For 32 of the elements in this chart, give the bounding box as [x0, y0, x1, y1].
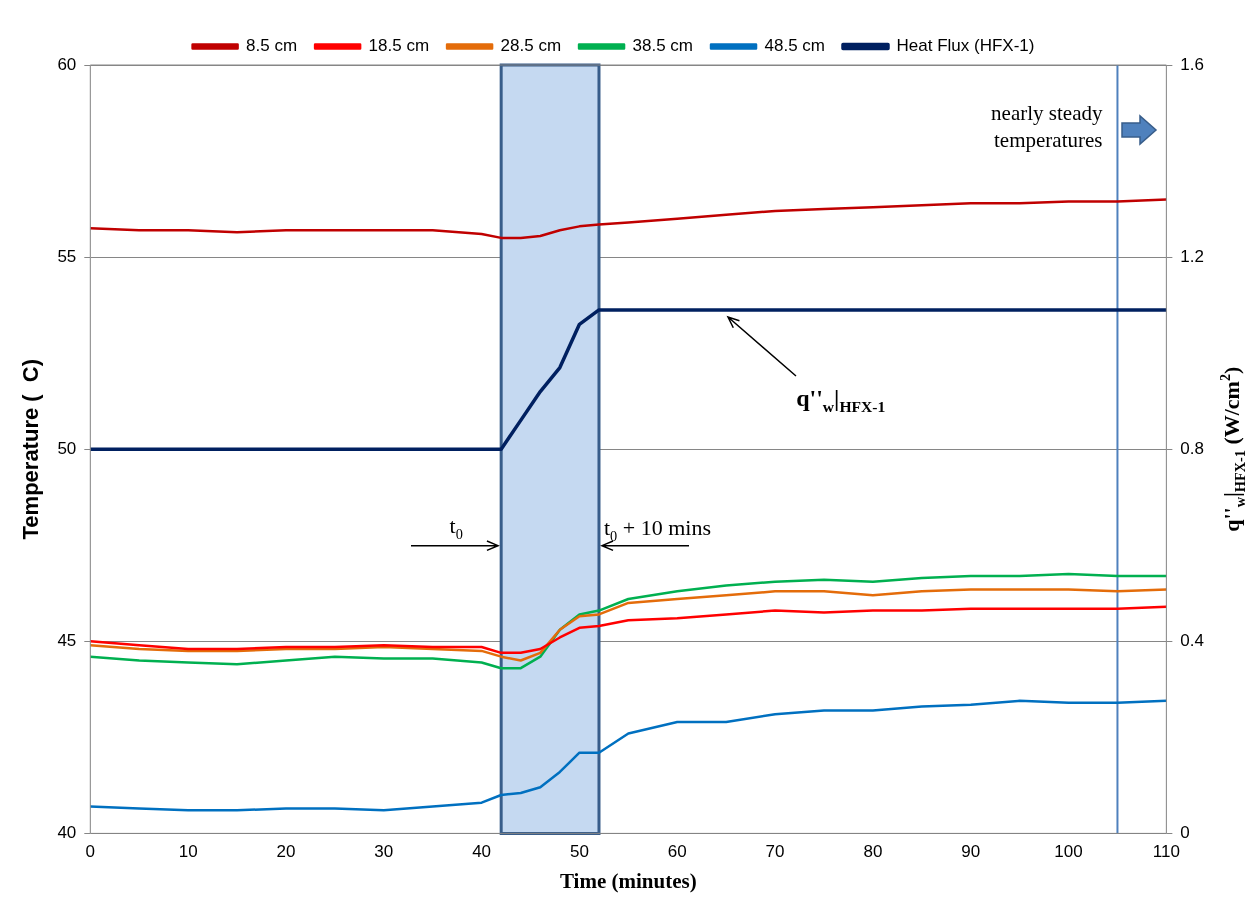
- legend-label: 28.5 cm: [500, 36, 562, 56]
- x-tick-label: 60: [667, 842, 687, 862]
- legend-label: 8.5 cm: [246, 36, 298, 56]
- legend-label: Heat Flux (HFX-1): [896, 36, 1035, 56]
- x-tick-label: 20: [276, 842, 296, 862]
- y2-tick-label: 1.2: [1180, 246, 1205, 266]
- y-tick-label: 55: [57, 246, 77, 266]
- legend-label: 48.5 cm: [764, 36, 826, 56]
- y-tick-label: 45: [57, 630, 77, 650]
- y-tick-label: 40: [57, 823, 77, 843]
- x-tick-label: 90: [961, 842, 981, 862]
- legend-label: 38.5 cm: [632, 36, 694, 56]
- x-tick-label: 70: [765, 842, 785, 862]
- y-axis-title: Temperature ( C): [18, 358, 44, 540]
- legend-label: 18.5 cm: [368, 36, 430, 56]
- x-tick-label: 110: [1152, 842, 1180, 862]
- x-tick-label: 0: [85, 842, 96, 862]
- y-tick-label: 50: [57, 438, 77, 458]
- x-tick-label: 10: [178, 842, 198, 862]
- x-tick-label: 80: [863, 842, 883, 862]
- y-tick-label: 60: [57, 54, 77, 74]
- ref-line-label: nearly steady temperatures: [991, 101, 1103, 152]
- y2-tick-label: 0.8: [1180, 438, 1205, 458]
- x-tick-label: 100: [1054, 842, 1083, 862]
- y2-tick-label: 0.4: [1180, 630, 1205, 650]
- x-tick-label: 30: [374, 842, 394, 862]
- x-axis-title: Time (minutes): [559, 868, 697, 893]
- y2-tick-label: 0: [1180, 823, 1190, 843]
- x-tick-label: 40: [472, 842, 492, 862]
- y2-axis-title: q''w|HFX-1 (W/cm2): [1217, 366, 1248, 532]
- x-tick-label: 50: [569, 842, 589, 862]
- y2-tick-label: 1.6: [1180, 54, 1205, 74]
